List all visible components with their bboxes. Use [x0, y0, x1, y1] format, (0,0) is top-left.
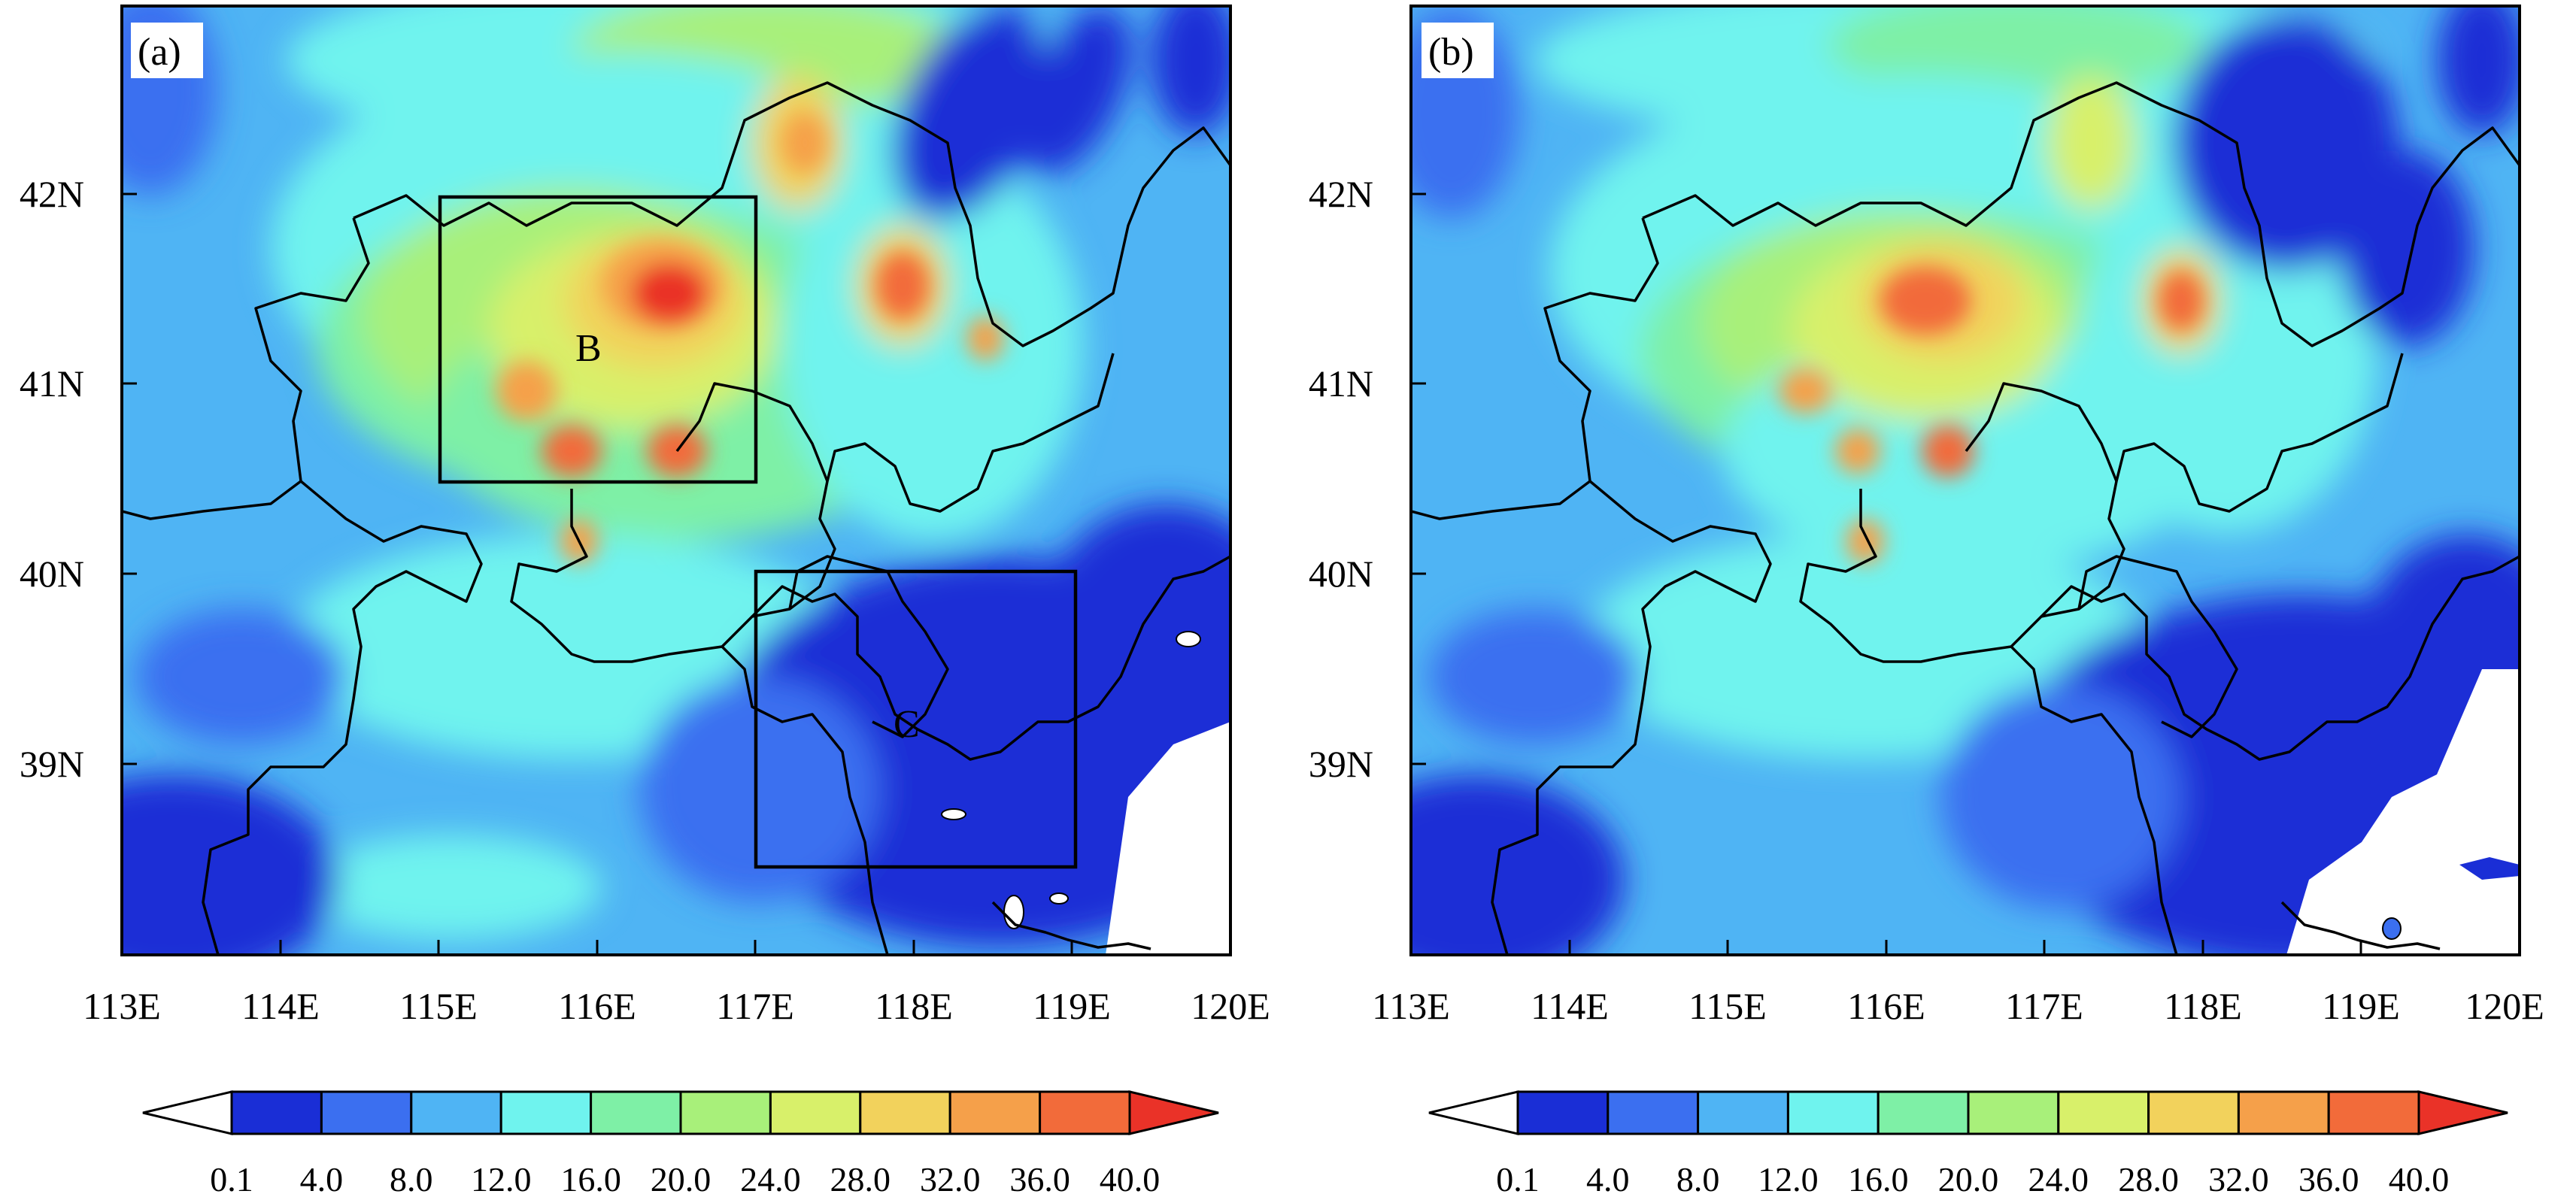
colorbar-over-triangle [2417, 1090, 2508, 1135]
colorbar-a-label: 4.0 [300, 1160, 344, 1197]
colorbar-b-label: 0.1 [1496, 1160, 1540, 1197]
colorbar-swatch [1967, 1090, 2060, 1135]
colorbar-swatch [410, 1090, 502, 1135]
panel-a-y-tick: 41N [20, 362, 84, 405]
precipitation-field-a [122, 6, 1230, 955]
panel-b-x-tick: 113E [1372, 985, 1450, 1027]
colorbar-b-label: 36.0 [2298, 1160, 2359, 1197]
panel-b-y-tick: 39N [1309, 743, 1373, 785]
colorbar-b-label: 20.0 [1938, 1160, 1999, 1197]
colorbar-swatch [590, 1090, 682, 1135]
panel-a: B C (a) 113E 114E 115E 116E 117E 118E 11… [20, 5, 1270, 1027]
panel-b-y-tick: 40N [1309, 553, 1373, 595]
colorbar-b: 0.1 4.0 8.0 12.0 16.0 20.0 24.0 28.0 32.0 36.0 40.… [1428, 1090, 2508, 1197]
colorbar-swatch [2057, 1090, 2150, 1135]
box-region-c [754, 569, 1078, 869]
panel-b-x-tick: 114E [1531, 985, 1609, 1027]
panel-b-x-tick: 116E [1847, 985, 1925, 1027]
colorbar-swatch [1786, 1090, 1880, 1135]
colorbar-swatch [1877, 1090, 1970, 1135]
panel-a-x-tick: 113E [83, 985, 161, 1027]
colorbar-swatch [859, 1090, 951, 1135]
colorbar-swatch [2327, 1090, 2420, 1135]
panel-b-frame [1409, 5, 2521, 956]
colorbar-under-triangle [142, 1090, 233, 1135]
colorbar-b-label: 40.0 [2389, 1160, 2450, 1197]
precipitation-field-b [1411, 6, 2520, 955]
box-b-label: B [575, 327, 602, 370]
panel-a-x-tick: 114E [241, 985, 320, 1027]
colorbar-b-label: 4.0 [1586, 1160, 1630, 1197]
panel-a-y-tick: 42N [20, 173, 84, 215]
panel-a-x-tick: 118E [875, 985, 953, 1027]
panel-a-x-axis [120, 940, 1232, 955]
panel-b-y-tick: 42N [1309, 173, 1373, 215]
colorbar-b-label: 12.0 [1758, 1160, 1819, 1197]
panel-a-x-tick: 117E [716, 985, 794, 1027]
panel-b-x-tick: 115E [1689, 985, 1767, 1027]
colorbar-swatch [679, 1090, 772, 1135]
colorbar-swatch [499, 1090, 593, 1135]
panel-a-x-tick: 116E [558, 985, 636, 1027]
panel-b-x-tick: 117E [2005, 985, 2083, 1027]
colorbar-a-label: 24.0 [740, 1160, 801, 1197]
panel-a-label: (a) [138, 31, 181, 74]
colorbar-a-label: 36.0 [1009, 1160, 1070, 1197]
colorbar-a: 0.1 4.0 8.0 12.0 16.0 20.0 24.0 28.0 32.0 36.0 40.… [142, 1090, 1219, 1197]
panel-a-y-axis [122, 192, 137, 765]
colorbar-b-label: 28.0 [2118, 1160, 2179, 1197]
colorbar-swatch [1039, 1090, 1131, 1135]
colorbar-swatch [2147, 1090, 2240, 1135]
colorbar-a-label: 28.0 [830, 1160, 891, 1197]
colorbar-swatch [948, 1090, 1042, 1135]
panel-a-frame [120, 5, 1232, 956]
panel-b-label: (b) [1428, 31, 1474, 74]
panel-b-x-tick: 120E [2465, 985, 2544, 1027]
panel-a-y-tick: 40N [20, 553, 84, 595]
colorbar-a-label: 12.0 [471, 1160, 532, 1197]
colorbar-swatch [1697, 1090, 1789, 1135]
colorbar-swatch [320, 1090, 413, 1135]
box-c-label: C [894, 703, 920, 746]
panel-b-y-tick: 41N [1309, 362, 1373, 405]
panel-b-y-axis [1411, 192, 1426, 765]
colorbar-a-label: 0.1 [210, 1160, 253, 1197]
panel-a-y-tick: 39N [20, 743, 84, 785]
colorbar-b-label: 16.0 [1848, 1160, 1909, 1197]
colorbar-swatch [769, 1090, 862, 1135]
colorbar-b-label: 32.0 [2208, 1160, 2269, 1197]
colorbar-under-triangle [1428, 1090, 1519, 1135]
panel-b-x-tick: 119E [2322, 985, 2400, 1027]
colorbar-a-label: 32.0 [920, 1160, 981, 1197]
panel-b-x-tick: 118E [2164, 985, 2242, 1027]
colorbar-a-label: 16.0 [560, 1160, 621, 1197]
panel-a-x-tick: 120E [1191, 985, 1270, 1027]
colorbar-swatch [2237, 1090, 2330, 1135]
panel-b: (b) 113E 114E 115E 116E 117E 118E 119E 1… [1309, 5, 2544, 1027]
colorbar-swatch [1607, 1090, 1700, 1135]
colorbar-a-label: 40.0 [1100, 1160, 1161, 1197]
panel-b-x-axis [1409, 940, 2521, 955]
box-region-b [438, 195, 758, 484]
colorbar-a-label: 8.0 [390, 1160, 433, 1197]
panel-a-x-tick: 119E [1033, 985, 1111, 1027]
colorbar-b-label: 8.0 [1676, 1160, 1720, 1197]
colorbar-swatch [230, 1090, 323, 1135]
colorbar-over-triangle [1128, 1090, 1219, 1135]
colorbar-b-label: 24.0 [2028, 1160, 2089, 1197]
colorbar-a-label: 20.0 [651, 1160, 712, 1197]
colorbar-swatch [1516, 1090, 1610, 1135]
panel-a-x-tick: 115E [399, 985, 478, 1027]
